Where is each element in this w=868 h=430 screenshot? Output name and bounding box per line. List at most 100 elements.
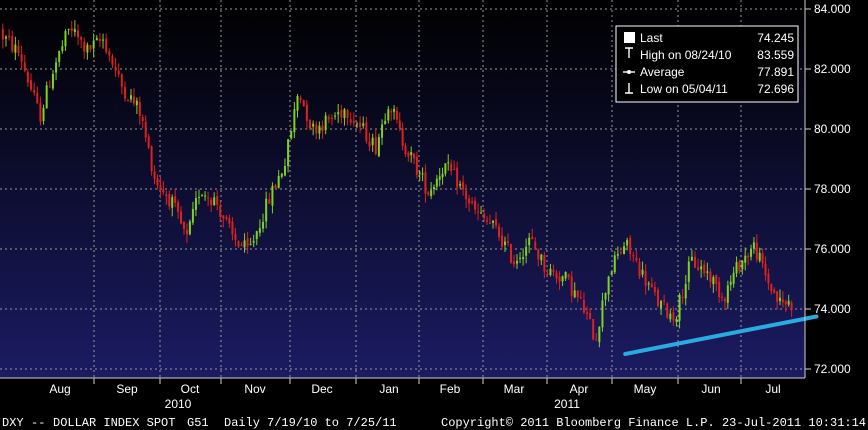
candle xyxy=(706,262,709,281)
candle xyxy=(20,45,23,70)
candle xyxy=(150,145,153,176)
candle xyxy=(525,238,528,264)
candle xyxy=(770,283,773,295)
candle xyxy=(194,191,197,217)
candle-body xyxy=(67,28,70,30)
candle xyxy=(787,294,790,307)
candle xyxy=(61,40,64,54)
candle xyxy=(744,247,747,271)
candle xyxy=(315,121,318,140)
candle xyxy=(324,112,327,135)
candle xyxy=(355,121,358,129)
x-tick-label: Sep xyxy=(116,382,138,396)
candle-body xyxy=(421,173,424,175)
candle-body xyxy=(582,300,585,313)
candle-body xyxy=(191,209,194,223)
candle-body xyxy=(653,286,656,292)
candle xyxy=(17,39,20,57)
candle-body xyxy=(669,313,672,320)
candle-body xyxy=(534,241,537,250)
candle xyxy=(135,97,138,115)
candle xyxy=(343,108,346,126)
candle xyxy=(374,128,377,156)
candle xyxy=(268,192,271,205)
candle-body xyxy=(123,87,126,99)
candle xyxy=(546,269,549,278)
candle-body xyxy=(80,36,83,40)
legend-box xyxy=(615,25,799,103)
candle xyxy=(421,167,424,182)
candle-body xyxy=(153,171,156,179)
candle-body xyxy=(589,313,592,320)
candle-body xyxy=(334,115,337,117)
candle xyxy=(607,275,610,302)
candle-body xyxy=(723,298,726,302)
candle xyxy=(255,230,258,246)
candle xyxy=(86,42,89,60)
candle xyxy=(459,180,462,189)
candle-body xyxy=(700,266,703,270)
candle-body xyxy=(735,262,738,274)
candle xyxy=(174,189,177,208)
candle xyxy=(111,53,114,68)
candle xyxy=(237,240,240,249)
candle-body xyxy=(355,123,358,125)
candle-body xyxy=(709,271,712,283)
candle xyxy=(1,23,4,49)
candle-body xyxy=(76,30,79,38)
candle xyxy=(280,172,283,179)
candle xyxy=(700,259,703,278)
candle-body xyxy=(776,291,779,302)
candle xyxy=(644,264,647,295)
candle xyxy=(395,106,398,124)
candle-body xyxy=(447,162,450,164)
y-tick-label: 82.000 xyxy=(814,62,851,76)
candle xyxy=(312,120,315,136)
candle xyxy=(735,256,738,278)
candle-body xyxy=(506,241,509,243)
candle xyxy=(180,206,183,225)
candle xyxy=(729,275,732,291)
candle-body xyxy=(17,46,20,54)
x-tick-label: Nov xyxy=(244,382,265,396)
candle xyxy=(586,306,589,321)
candle-body xyxy=(613,255,616,273)
candle-body xyxy=(384,120,387,125)
candle xyxy=(225,214,228,221)
candle xyxy=(89,44,92,53)
candle xyxy=(11,30,14,54)
candle-body xyxy=(265,198,268,222)
candle-body xyxy=(159,184,162,190)
candle-body xyxy=(684,283,687,299)
candle-body xyxy=(570,276,573,296)
candle-body xyxy=(761,253,764,264)
candle-body xyxy=(697,267,700,270)
candle-body xyxy=(732,272,735,284)
candle xyxy=(185,223,188,243)
candle-body xyxy=(95,37,98,41)
candle xyxy=(687,256,690,291)
candle xyxy=(549,263,552,277)
candle-body xyxy=(1,29,4,40)
candle xyxy=(362,116,365,129)
candle-body xyxy=(522,257,525,260)
candle xyxy=(171,194,174,217)
candle xyxy=(197,189,200,205)
candle xyxy=(506,233,509,247)
candle-body xyxy=(638,262,641,277)
candle-body xyxy=(240,245,243,247)
candle-body xyxy=(171,197,174,208)
candle-body xyxy=(595,339,598,341)
candle xyxy=(447,154,450,171)
candle-body xyxy=(546,273,549,275)
candle xyxy=(80,36,83,49)
candle-body xyxy=(660,301,663,309)
candle-body xyxy=(738,261,741,271)
candle xyxy=(114,57,117,77)
candle-body xyxy=(108,51,111,56)
candle-body xyxy=(70,28,73,32)
candle xyxy=(290,130,293,140)
candle xyxy=(666,302,669,320)
candle xyxy=(767,268,770,291)
